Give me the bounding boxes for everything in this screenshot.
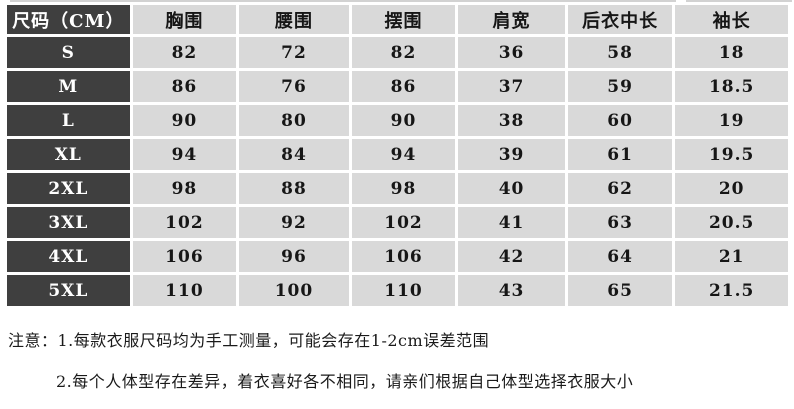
- column-header-hem: 摆围: [351, 5, 456, 34]
- column-header-sleeve: 袖长: [675, 5, 788, 34]
- value-cell: 86: [351, 71, 456, 102]
- value-cell: 86: [132, 71, 237, 102]
- value-cell: 39: [458, 139, 565, 170]
- value-cell: 82: [351, 37, 456, 68]
- value-cell: 19.5: [675, 139, 788, 170]
- value-cell: 20: [675, 173, 788, 204]
- value-cell: 61: [567, 139, 673, 170]
- table-header-row: 尺码（CM） 胸围 腰围 摆围 肩宽 后衣中长 袖长: [7, 5, 788, 34]
- value-cell: 102: [132, 207, 237, 238]
- value-cell: 110: [132, 275, 237, 306]
- value-cell: 37: [458, 71, 565, 102]
- column-header-shoulder: 肩宽: [458, 5, 565, 34]
- table-row: L 90 80 90 38 60 19: [7, 105, 788, 136]
- value-cell: 20.5: [675, 207, 788, 238]
- value-cell: 18: [675, 37, 788, 68]
- table-row: 5XL 110 100 110 43 65 21.5: [7, 275, 788, 306]
- table-row: M 86 76 86 37 59 18.5: [7, 71, 788, 102]
- note-line-2: 2.每个人体型存在差异，着衣喜好各不相同，请亲们根据自己体型选择衣服大小: [56, 372, 634, 391]
- value-cell: 43: [458, 275, 565, 306]
- table-row: 2XL 98 88 98 40 62 20: [7, 173, 788, 204]
- column-header-waist: 腰围: [239, 5, 349, 34]
- value-cell: 98: [132, 173, 237, 204]
- value-cell: 65: [567, 275, 673, 306]
- size-cell: XL: [7, 139, 130, 170]
- value-cell: 40: [458, 173, 565, 204]
- size-cell: 4XL: [7, 241, 130, 272]
- size-cell: 5XL: [7, 275, 130, 306]
- value-cell: 94: [351, 139, 456, 170]
- notes-section: 注意：1.每款衣服尺码均为手工测量，可能会存在1-2cm误差范围 2.每个人体型…: [8, 331, 794, 392]
- value-cell: 80: [239, 105, 349, 136]
- value-cell: 90: [351, 105, 456, 136]
- value-cell: 96: [239, 241, 349, 272]
- size-cell: L: [7, 105, 130, 136]
- value-cell: 88: [239, 173, 349, 204]
- value-cell: 21.5: [675, 275, 788, 306]
- value-cell: 72: [239, 37, 349, 68]
- table-row: XL 94 84 94 39 61 19.5: [7, 139, 788, 170]
- size-cell: S: [7, 37, 130, 68]
- column-header-bust: 胸围: [132, 5, 237, 34]
- value-cell: 98: [351, 173, 456, 204]
- value-cell: 102: [351, 207, 456, 238]
- value-cell: 18.5: [675, 71, 788, 102]
- value-cell: 19: [675, 105, 788, 136]
- size-chart-table: 尺码（CM） 胸围 腰围 摆围 肩宽 后衣中长 袖长 S 82 72 82 36…: [4, 2, 791, 309]
- value-cell: 90: [132, 105, 237, 136]
- value-cell: 64: [567, 241, 673, 272]
- value-cell: 94: [132, 139, 237, 170]
- value-cell: 82: [132, 37, 237, 68]
- note-line-1: 注意：1.每款衣服尺码均为手工测量，可能会存在1-2cm误差范围: [8, 331, 490, 350]
- value-cell: 60: [567, 105, 673, 136]
- value-cell: 38: [458, 105, 565, 136]
- value-cell: 110: [351, 275, 456, 306]
- size-cell: 3XL: [7, 207, 130, 238]
- value-cell: 92: [239, 207, 349, 238]
- top-border-artifact: [10, 0, 676, 2]
- table-row: S 82 72 82 36 58 18: [7, 37, 788, 68]
- top-border-artifact: [686, 0, 792, 2]
- value-cell: 41: [458, 207, 565, 238]
- value-cell: 58: [567, 37, 673, 68]
- table-row: 3XL 102 92 102 41 63 20.5: [7, 207, 788, 238]
- value-cell: 106: [351, 241, 456, 272]
- value-cell: 59: [567, 71, 673, 102]
- value-cell: 84: [239, 139, 349, 170]
- value-cell: 106: [132, 241, 237, 272]
- size-cell: M: [7, 71, 130, 102]
- column-header-back-length: 后衣中长: [567, 5, 673, 34]
- value-cell: 100: [239, 275, 349, 306]
- column-header-size: 尺码（CM）: [7, 5, 130, 34]
- value-cell: 63: [567, 207, 673, 238]
- size-cell: 2XL: [7, 173, 130, 204]
- value-cell: 36: [458, 37, 565, 68]
- value-cell: 42: [458, 241, 565, 272]
- value-cell: 21: [675, 241, 788, 272]
- table-row: 4XL 106 96 106 42 64 21: [7, 241, 788, 272]
- value-cell: 76: [239, 71, 349, 102]
- value-cell: 62: [567, 173, 673, 204]
